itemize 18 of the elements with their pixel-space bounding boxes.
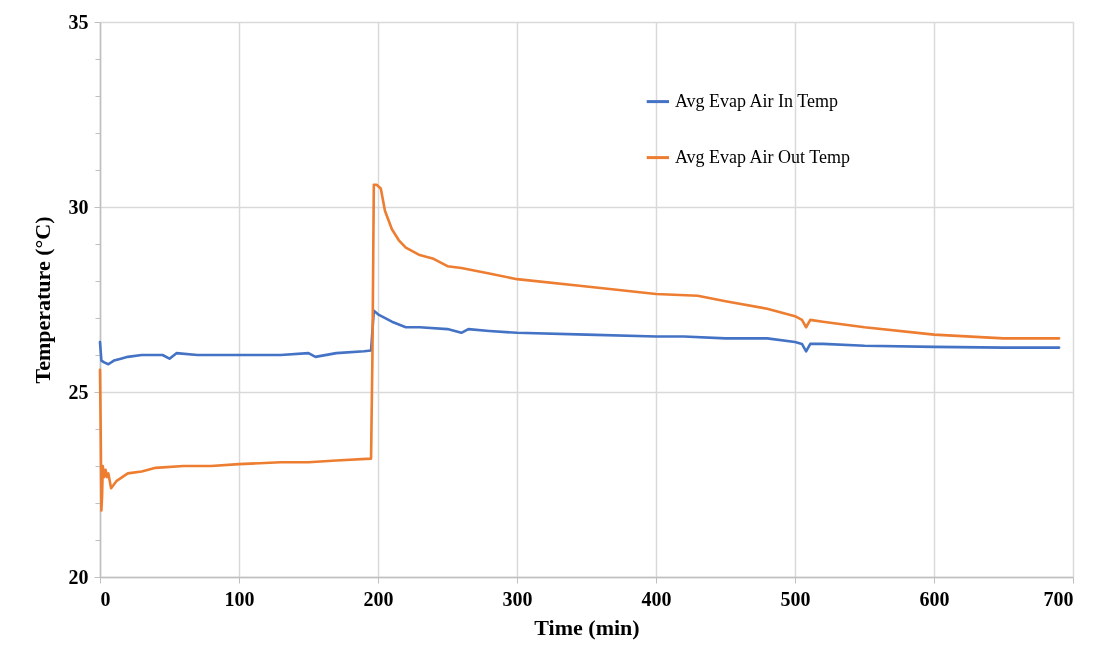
x-tick-label: 0 (100, 587, 111, 610)
y-tick-label: 20 (68, 565, 89, 588)
x-tick-label: 100 (224, 587, 255, 610)
legend-label: Avg Evap Air In Temp (674, 90, 838, 111)
y-tick-label: 25 (68, 380, 89, 403)
line-series (98, 309, 1061, 366)
x-tick-label: 500 (780, 587, 811, 610)
y-tick-label: 35 (68, 10, 89, 33)
line-series (98, 183, 1061, 512)
x-tick-label: 200 (363, 587, 394, 610)
x-tick-label: 300 (502, 587, 533, 610)
y-axis-title: Temperature (°C) (29, 216, 55, 384)
x-tick-label: 600 (919, 587, 950, 610)
x-tick-label: 700 (1043, 587, 1074, 610)
y-tick-label: 30 (68, 195, 89, 218)
legend-label: Avg Evap Air Out Temp (674, 146, 850, 167)
x-axis-title: Time (min) (534, 614, 640, 640)
x-tick-label: 400 (641, 587, 672, 610)
